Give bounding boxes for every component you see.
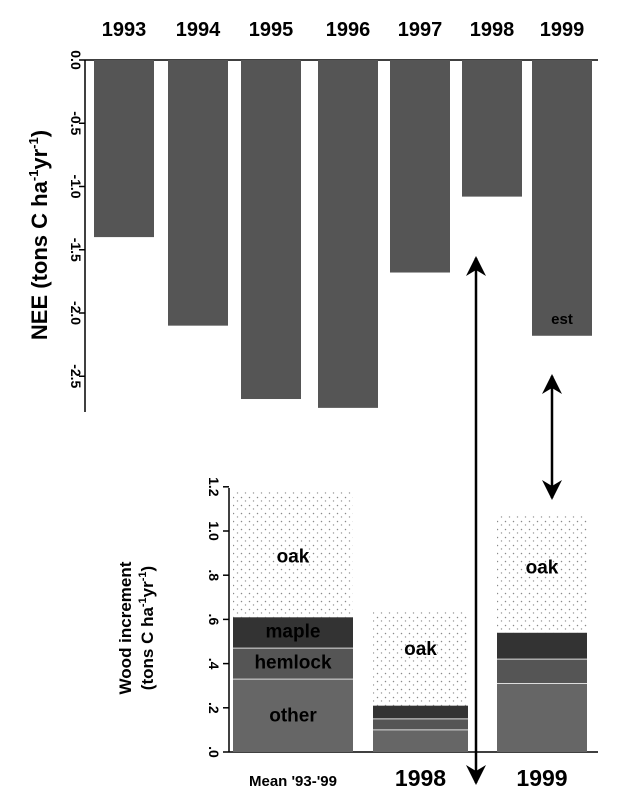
- nee-bar: [168, 60, 228, 326]
- wood-y-tick-label: .0: [206, 746, 222, 758]
- wood-increment-chart: .0 .2 .4 .6 .8 1.0 1.2 other hemlock maple oak oak…: [116, 477, 598, 791]
- nee-y-tick-label: -1.5: [68, 238, 84, 262]
- nee-y-tick-label: -0.5: [68, 111, 84, 135]
- nee-category-label: 1995: [249, 19, 294, 41]
- wood-y-tick-label: .2: [206, 702, 222, 714]
- wood-y-tick-label: 1.0: [206, 521, 222, 541]
- wood-bar-segment-hemlock: [497, 659, 587, 684]
- wood-segment-label: other: [269, 705, 317, 726]
- nee-y-tick-label: -1.0: [68, 174, 84, 198]
- nee-y-tick-label: -2.5: [68, 364, 84, 388]
- wood-y-axis-label-line1: Wood increment: [116, 561, 135, 694]
- wood-bar-segment-other: [497, 683, 587, 752]
- nee-bar-annotation: est: [551, 311, 573, 328]
- wood-bar-segment-maple: [497, 632, 587, 660]
- nee-category-label: 1997: [398, 19, 443, 41]
- wood-segment-label: hemlock: [254, 652, 332, 673]
- nee-bar: [390, 60, 450, 273]
- nee-bar: [241, 60, 301, 400]
- nee-bar: [94, 60, 154, 238]
- nee-category-label: 1994: [176, 19, 221, 41]
- nee-category-label: 1999: [540, 19, 585, 41]
- wood-segment-label: oak: [526, 557, 559, 578]
- nee-bar: [532, 60, 592, 336]
- wood-category-label: 1999: [516, 765, 567, 791]
- wood-bar-segment-oak: [497, 515, 587, 633]
- nee-y-tick-label: 0.0: [68, 50, 84, 70]
- wood-y-tick-label: .8: [206, 569, 222, 581]
- wood-y-tick-label: .4: [206, 658, 222, 670]
- nee-bar: [462, 60, 522, 197]
- wood-category-label: Mean '93-'99: [249, 773, 337, 790]
- wood-y-axis-label-line2: (tons C ha-1yr-1): [137, 566, 157, 690]
- wood-category-label: 1998: [395, 765, 446, 791]
- wood-bar-segment-hemlock: [233, 648, 353, 680]
- nee-category-label: 1996: [326, 19, 371, 41]
- wood-bar-segment-maple: [373, 705, 468, 719]
- comparison-arrows: [466, 256, 562, 785]
- wood-segment-label: oak: [277, 546, 310, 567]
- wood-bar-segment-oak: [373, 610, 468, 706]
- nee-y-axis-label: NEE (tons C ha-1yr-1): [26, 130, 52, 340]
- wood-bar-segment-oak: [233, 491, 353, 618]
- wood-segment-label: oak: [404, 639, 437, 660]
- wood-bar-segment-other: [373, 729, 468, 752]
- nee-chart: 0.0 -0.5 -1.0 -1.5 -2.0 -2.5 est 1993 1994 1995…: [26, 19, 598, 412]
- nee-category-label: 1998: [470, 19, 515, 41]
- wood-y-tick-label: 1.2: [206, 477, 222, 497]
- nee-category-label: 1993: [102, 19, 147, 41]
- nee-bar: [318, 60, 378, 408]
- wood-bar-segment-other: [233, 679, 353, 752]
- wood-bar-segment-hemlock: [373, 718, 468, 730]
- nee-y-tick-label: -2.0: [68, 301, 84, 325]
- wood-y-axis-label: Wood increment (tons C ha-1yr-1): [116, 561, 157, 694]
- wood-bar-segment-maple: [233, 617, 353, 649]
- wood-y-tick-label: .6: [206, 614, 222, 626]
- wood-segment-label: maple: [266, 621, 321, 642]
